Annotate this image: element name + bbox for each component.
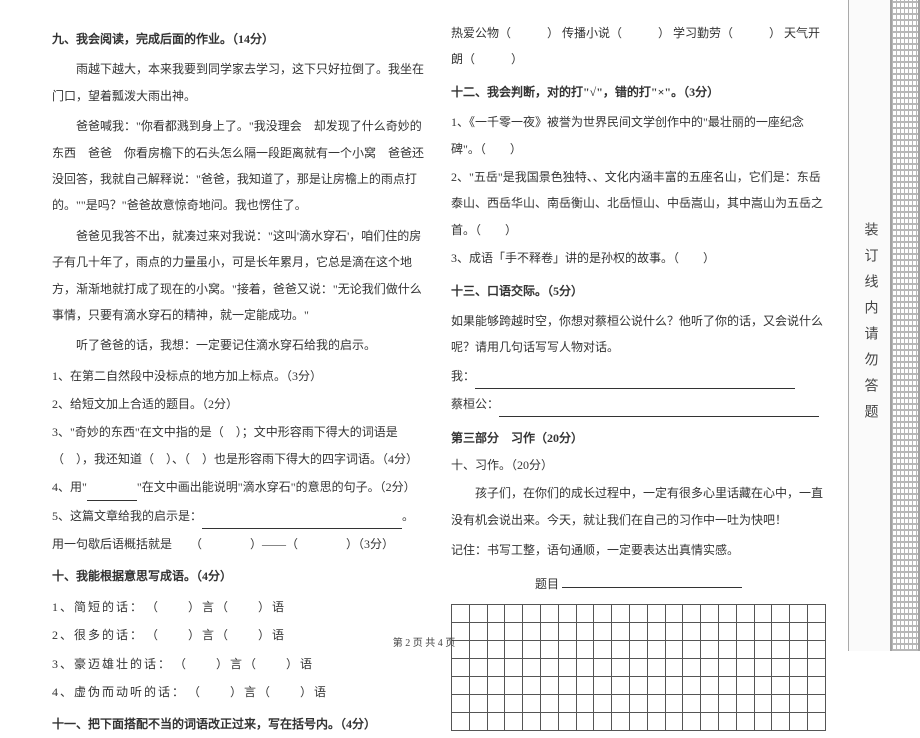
- q9-4: 4、用" "在文中画出能说明"滴水穿石"的意思的句子。（2分）: [52, 474, 427, 500]
- s13-cai-label: 蔡桓公：: [451, 397, 499, 411]
- q9-5-period: 。: [402, 509, 414, 523]
- section-9-title: 九、我会阅读，完成后面的作业。（14分）: [52, 26, 427, 52]
- section-14-title: 十、习作。（20分）: [451, 452, 826, 478]
- q9-5-blank: [202, 515, 402, 529]
- q10-3: 3、豪迈雄壮的话： （ ）言（ ）语: [52, 651, 427, 677]
- binding-chars: 装订线内请勿答题: [860, 222, 880, 430]
- s13-cai-blank: [499, 403, 819, 417]
- writing-grid: [451, 604, 826, 731]
- passage-p2: 爸爸喊我："你看都溅到身上了。"我没理会 却发现了什么奇妙的东西 爸爸 你看房檐…: [52, 113, 427, 219]
- passage-p1: 雨越下越大，本来我要到同学家去学习，这下只好拉倒了。我坐在门口，望着瓢泼大雨出神…: [52, 56, 427, 109]
- s13-me: 我：: [451, 363, 826, 389]
- section-12-title: 十二、我会判断，对的打"√"，错的打"×"。（3分）: [451, 79, 826, 105]
- q9-1: 1、在第二自然段中没标点的地方加上标点。（3分）: [52, 363, 427, 389]
- binding-strip: 装订线内请勿答题: [848, 0, 920, 651]
- q9-5-label: 5、这篇文章给我的启示是：: [52, 509, 202, 523]
- page-footer: 第 2 页 共 4 页: [0, 634, 848, 649]
- s13-me-blank: [475, 375, 795, 389]
- section-10-title: 十、我能根据意思写成语。（4分）: [52, 563, 427, 589]
- q9-4a: 4、用": [52, 480, 87, 494]
- s14-title-label: 题目: [535, 577, 559, 591]
- passage-p4: 听了爸爸的话，我想：一定要记住滴水穿石给我的启示。: [52, 332, 427, 358]
- section-11-title: 十一、把下面搭配不当的词语改正过来，写在括号内。（4分）: [52, 711, 427, 737]
- right-column: 热爱公物（ ） 传播小说（ ） 学习勤劳（ ） 天气开朗（ ） 十二、我会判断，…: [439, 20, 838, 641]
- q10-4: 4、虚伪而动听的话： （ ）言（ ）语: [52, 679, 427, 705]
- s13-cai: 蔡桓公：: [451, 391, 826, 417]
- s11-item-3: 学习勤劳（ ）: [673, 26, 781, 40]
- q9-4b: "在文中画出能说明"滴水穿石"的意思的句子。（2分）: [137, 480, 416, 494]
- q12-2: 2、"五岳"是我国景色独特、、文化内涵丰富的五座名山，它们是：东岳泰山、西岳华山…: [451, 164, 826, 243]
- passage-p3: 爸爸见我答不出，就凑过来对我说："这叫'滴水穿石'，咱们住的房子有几十年了，雨点…: [52, 223, 427, 329]
- q10-1: 1、简短的话： （ ）言（ ）语: [52, 594, 427, 620]
- q12-3: 3、成语「手不释卷」讲的是孙权的故事。（ ）: [451, 245, 826, 271]
- section-13-title: 十三、口语交际。（5分）: [451, 278, 826, 304]
- s13-me-label: 我：: [451, 369, 475, 383]
- q9-5: 5、这篇文章给我的启示是： 。: [52, 503, 427, 529]
- s11-row: 热爱公物（ ） 传播小说（ ） 学习勤劳（ ） 天气开朗（ ）: [451, 20, 826, 73]
- binding-pattern: [890, 0, 920, 651]
- s14-title-blank: [562, 576, 742, 588]
- binding-text: 装订线内请勿答题: [848, 0, 890, 651]
- s13-body: 如果能够跨越时空，你想对蔡桓公说什么？他听了你的话，又会说什么呢？请用几句话写写…: [451, 308, 826, 361]
- q9-4-blank: [87, 487, 137, 501]
- q9-2: 2、给短文加上合适的题目。（2分）: [52, 391, 427, 417]
- s14-p1: 孩子们，在你们的成长过程中，一定有很多心里话藏在心中，一直没有机会说出来。今天，…: [451, 480, 826, 533]
- q12-1: 1、《一千零一夜》被誉为世界民间文学创作中的"最壮丽的一座纪念碑"。（ ）: [451, 109, 826, 162]
- q9-3: 3、"奇妙的东西"在文中指的是（ ）；文中形容雨下得大的词语是（ ），我还知道（…: [52, 419, 427, 472]
- q9-6: 用一句歇后语概括就是 （ ）——（ ）（3分）: [52, 531, 427, 557]
- s14-title-row: 题目: [451, 571, 826, 597]
- s11-item-2: 传播小说（ ）: [562, 26, 670, 40]
- s14-p2: 记住：书写工整，语句通顺，一定要表达出真情实感。: [451, 537, 826, 563]
- part-3-title: 第三部分 习作（20分）: [451, 425, 826, 451]
- s11-item-1: 热爱公物（ ）: [451, 26, 559, 40]
- left-column: 九、我会阅读，完成后面的作业。（14分） 雨越下越大，本来我要到同学家去学习，这…: [40, 20, 439, 641]
